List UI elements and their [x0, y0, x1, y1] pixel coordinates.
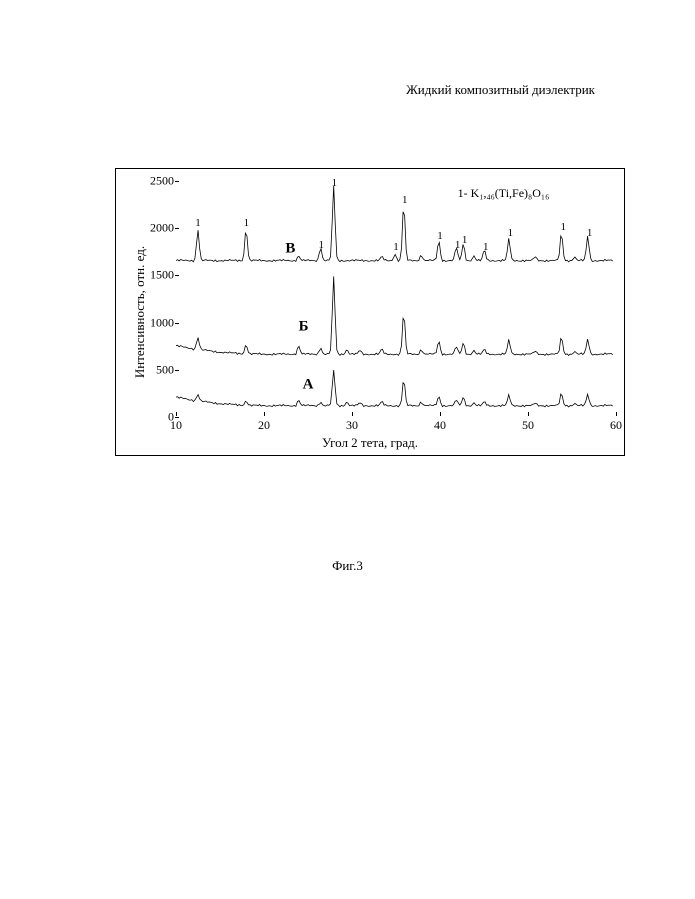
peak-label: 1	[462, 234, 468, 246]
y-tick-label: 1500	[146, 268, 174, 283]
x-tick-label: 20	[258, 418, 270, 433]
y-tick-mark	[175, 228, 179, 229]
y-tick-mark	[175, 181, 179, 182]
spectrum-svg	[176, 181, 614, 415]
spectrum-А	[176, 370, 613, 407]
y-tick-label: 1000	[146, 315, 174, 330]
y-tick-mark	[175, 275, 179, 276]
peak-label: 1	[455, 239, 461, 251]
y-axis-label: Интенсивность, отн. ед.	[132, 246, 148, 378]
x-tick-mark	[264, 412, 265, 416]
peak-label: 1	[483, 241, 489, 253]
x-tick-mark	[352, 412, 353, 416]
peak-label: 1	[195, 217, 201, 229]
peak-label: 1	[332, 177, 338, 189]
peak-label: 1	[393, 241, 399, 253]
x-tick-label: 30	[346, 418, 358, 433]
x-tick-mark	[176, 412, 177, 416]
x-tick-label: 40	[434, 418, 446, 433]
y-tick-label: 2500	[146, 174, 174, 189]
chart-legend: 1- K₁,₄₆(Ti,Fe)₈O₁₆	[458, 186, 550, 201]
peak-label: 1	[244, 217, 250, 229]
plot-area	[176, 181, 614, 415]
peak-label: 1	[402, 194, 408, 206]
peak-label: 1	[587, 227, 593, 239]
peak-label: 1	[318, 239, 324, 251]
xrd-chart: Интенсивность, отн. ед. Угол 2 тета, гра…	[115, 168, 625, 456]
y-tick-label: 500	[146, 362, 174, 377]
series-label-Б: Б	[299, 319, 309, 336]
x-tick-mark	[528, 412, 529, 416]
series-label-А: А	[303, 376, 314, 393]
peak-label: 1	[508, 227, 514, 239]
x-tick-mark	[440, 412, 441, 416]
peak-label: 1	[560, 221, 566, 233]
y-tick-mark	[175, 323, 179, 324]
x-tick-label: 60	[610, 418, 622, 433]
series-label-В: В	[285, 240, 295, 257]
y-tick-mark	[175, 370, 179, 371]
x-tick-label: 10	[170, 418, 182, 433]
y-tick-label: 2000	[146, 221, 174, 236]
figure-caption: Фиг.3	[332, 558, 363, 574]
x-tick-label: 50	[522, 418, 534, 433]
x-tick-mark	[616, 412, 617, 416]
page-title: Жидкий композитный диэлектрик	[406, 82, 595, 98]
peak-label: 1	[437, 230, 443, 242]
x-axis-label: Угол 2 тета, град.	[322, 435, 418, 451]
spectrum-Б	[176, 276, 613, 355]
